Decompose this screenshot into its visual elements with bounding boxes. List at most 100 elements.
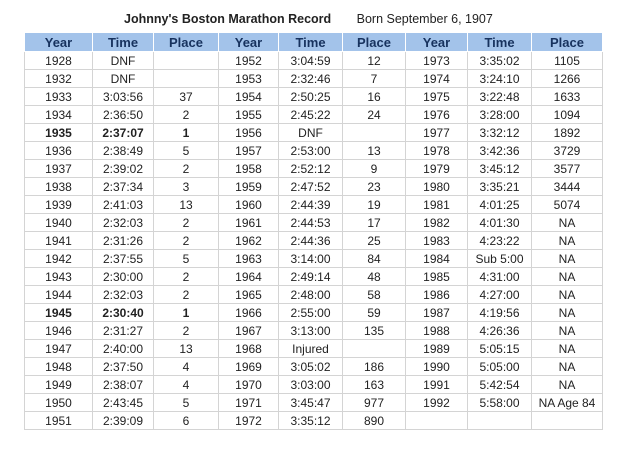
table-cell: 1974 <box>405 69 468 88</box>
table-cell: 2:30:40 <box>92 303 154 322</box>
table-cell: 2:47:52 <box>278 177 343 196</box>
table-cell: 977 <box>342 393 406 412</box>
table-cell: 2:31:27 <box>92 321 154 340</box>
table-cell: 3:05:02 <box>278 357 343 376</box>
table-cell: 1266 <box>531 69 603 88</box>
table-cell: 1985 <box>405 267 468 286</box>
table-cell: 2:32:03 <box>92 285 154 304</box>
table-cell: 5 <box>153 249 219 268</box>
table-row: 1950 2:43:45 5 1971 3:45:47 977 1992 5:58:00 NA … <box>24 393 603 412</box>
table-cell: 1094 <box>531 105 603 124</box>
table-cell: 7 <box>342 69 406 88</box>
table-cell: 4 <box>153 357 219 376</box>
table-cell: 2 <box>153 321 219 340</box>
header-cell: Year <box>24 32 93 52</box>
table-cell: 24 <box>342 105 406 124</box>
table-cell: 3444 <box>531 177 603 196</box>
table-cell: 13 <box>153 339 219 358</box>
table-cell: 4:23:22 <box>467 231 532 250</box>
table-cell: 1633 <box>531 87 603 106</box>
record-panel: Johnny's Boston Marathon Record Born Sep… <box>24 6 603 430</box>
table-cell: 2:32:46 <box>278 69 343 88</box>
table-cell: 2 <box>153 231 219 250</box>
table-cell: 1975 <box>405 87 468 106</box>
table-cell: 1938 <box>24 177 93 196</box>
table-cell: 1946 <box>24 321 93 340</box>
table-cell: 1944 <box>24 285 93 304</box>
table-cell: 2 <box>153 267 219 286</box>
table-cell: 1951 <box>24 411 93 430</box>
table-body: 1928 DNF 1952 3:04:59 12 1973 3:35:02 1105 1932 D… <box>24 51 603 430</box>
table-cell: 2:37:34 <box>92 177 154 196</box>
table-row: 1951 2:39:09 6 1972 3:35:12 890 <box>24 411 603 430</box>
table-cell: 1988 <box>405 321 468 340</box>
table-cell: 135 <box>342 321 406 340</box>
table-cell: 1965 <box>218 285 279 304</box>
table-cell: NA <box>531 339 603 358</box>
table-cell: 3:14:00 <box>278 249 343 268</box>
table-cell <box>467 411 532 430</box>
table-cell: 1987 <box>405 303 468 322</box>
table-cell: 3:22:48 <box>467 87 532 106</box>
table-row: 1939 2:41:03 13 1960 2:44:39 19 1981 4:01:25 507… <box>24 195 603 214</box>
table-cell: 186 <box>342 357 406 376</box>
table-row: 1933 3:03:56 37 1954 2:50:25 16 1975 3:22:48 163… <box>24 87 603 106</box>
table-cell: 1105 <box>531 51 603 70</box>
table-cell: 5:58:00 <box>467 393 532 412</box>
table-cell: 1983 <box>405 231 468 250</box>
table-cell: NA <box>531 213 603 232</box>
table-row: 1937 2:39:02 2 1958 2:52:12 9 1979 3:45:12 3577 <box>24 159 603 178</box>
table-cell: 2:37:50 <box>92 357 154 376</box>
table-cell: 3:03:56 <box>92 87 154 106</box>
table-cell <box>342 123 406 142</box>
table-row: 1949 2:38:07 4 1970 3:03:00 163 1991 5:42:54 NA <box>24 375 603 394</box>
table-cell: 2:55:00 <box>278 303 343 322</box>
table-row: 1934 2:36:50 2 1955 2:45:22 24 1976 3:28:00 1094 <box>24 105 603 124</box>
table-cell: 1935 <box>24 123 93 142</box>
table-cell: 1966 <box>218 303 279 322</box>
table-cell: 3:35:02 <box>467 51 532 70</box>
table-cell: 5:05:15 <box>467 339 532 358</box>
table-cell: 1940 <box>24 213 93 232</box>
table-cell <box>405 411 468 430</box>
table-cell: 13 <box>153 195 219 214</box>
table-cell: 1980 <box>405 177 468 196</box>
table-cell: 1957 <box>218 141 279 160</box>
table-cell: NA <box>531 375 603 394</box>
table-cell: 1950 <box>24 393 93 412</box>
table-cell: NA <box>531 321 603 340</box>
table-cell: 1967 <box>218 321 279 340</box>
table-row: 1945 2:30:40 1 1966 2:55:00 59 1987 4:19:56 NA <box>24 303 603 322</box>
table-cell: 2:48:00 <box>278 285 343 304</box>
table-cell: 2 <box>153 213 219 232</box>
table-cell: 4 <box>153 375 219 394</box>
table-cell: 2:37:07 <box>92 123 154 142</box>
table-cell: 1 <box>153 123 219 142</box>
table-cell: 1948 <box>24 357 93 376</box>
table-cell: NA Age 84 <box>531 393 603 412</box>
table-cell: 3:35:12 <box>278 411 343 430</box>
table-cell: 2:36:50 <box>92 105 154 124</box>
header-row: Year Time Place Year Time Place Year Time Place <box>24 32 603 52</box>
table-cell: 3:42:36 <box>467 141 532 160</box>
table-cell: 1976 <box>405 105 468 124</box>
table-cell: 1977 <box>405 123 468 142</box>
table-cell: 1973 <box>405 51 468 70</box>
table-cell: 163 <box>342 375 406 394</box>
table-row: 1940 2:32:03 2 1961 2:44:53 17 1982 4:01:30 NA <box>24 213 603 232</box>
table-cell: 5:42:54 <box>467 375 532 394</box>
subtitle: Born September 6, 1907 <box>356 12 493 26</box>
table-cell: 3577 <box>531 159 603 178</box>
table-cell: 1982 <box>405 213 468 232</box>
table-cell: 1952 <box>218 51 279 70</box>
table-cell: 1941 <box>24 231 93 250</box>
table-cell: 48 <box>342 267 406 286</box>
table-cell: 2:37:55 <box>92 249 154 268</box>
table-cell: 1953 <box>218 69 279 88</box>
table-cell: NA <box>531 285 603 304</box>
table-row: 1948 2:37:50 4 1969 3:05:02 186 1990 5:05:00 NA <box>24 357 603 376</box>
table-cell: 2:30:00 <box>92 267 154 286</box>
table-cell: 1959 <box>218 177 279 196</box>
table-cell: 1989 <box>405 339 468 358</box>
table-cell: Sub 5:00 <box>467 249 532 268</box>
